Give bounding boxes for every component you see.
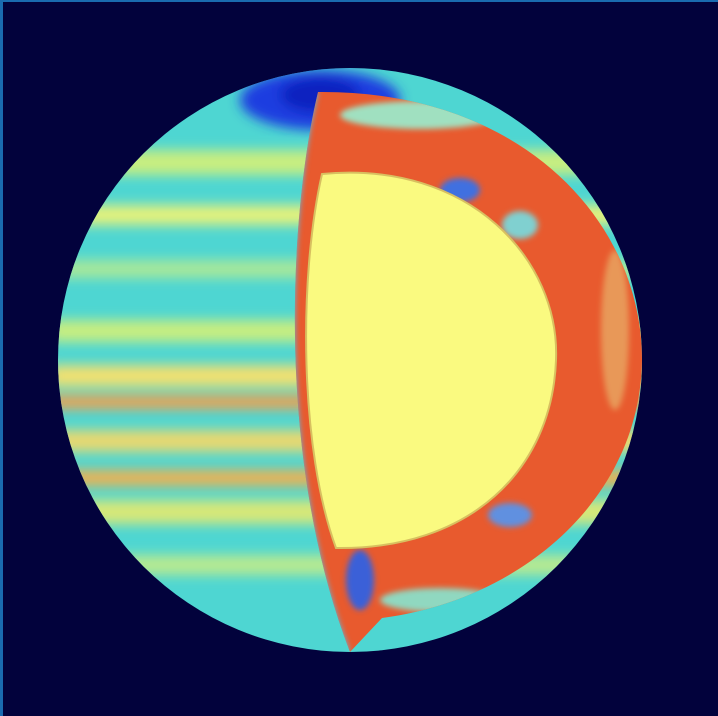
shell-feature (488, 503, 532, 527)
shell-feature (502, 211, 538, 239)
shell-feature (346, 550, 374, 610)
core (305, 171, 558, 550)
shell-feature (601, 250, 629, 410)
top-edge (0, 0, 718, 2)
left-edge (0, 0, 3, 716)
